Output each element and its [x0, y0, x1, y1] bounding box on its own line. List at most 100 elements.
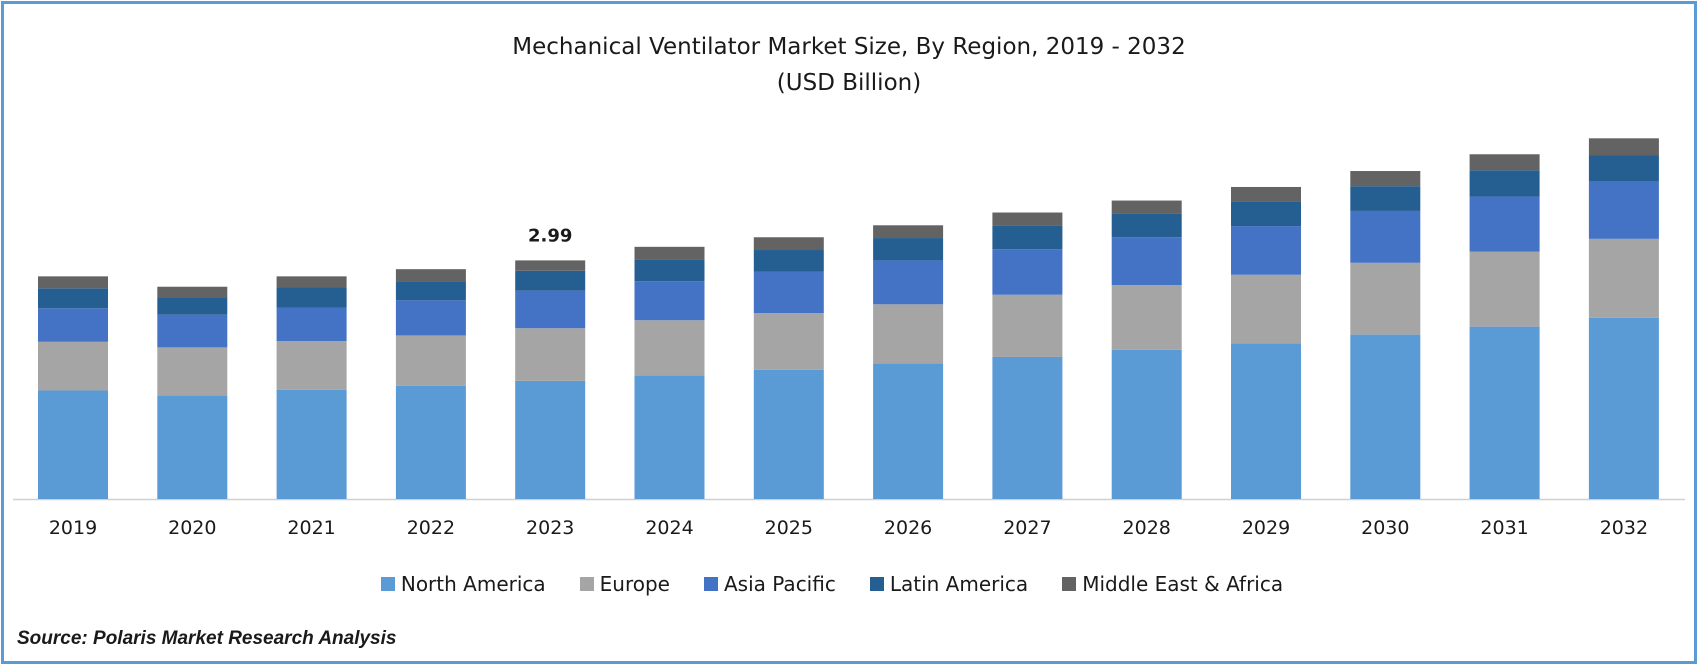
bar-europe-2019: [38, 341, 108, 391]
bar-latin-america-2024: [634, 259, 705, 282]
bar-north-america-2023: [515, 380, 586, 499]
bar-middle-east-africa-2024: [634, 246, 705, 260]
stacked-bar-chart: 2019 2020 2021 2022 2023 2.99 2024 2025 2026 2027…: [13, 138, 1685, 539]
bar-middle-east-africa-2022: [395, 269, 466, 282]
bar-north-america-2032: [1588, 317, 1659, 499]
x-tick-label: 2026: [884, 517, 932, 539]
bar-europe-2032: [1588, 238, 1659, 318]
legend-swatch: [579, 577, 594, 591]
x-tick-label: 2021: [287, 517, 335, 539]
bar-north-america-2021: [276, 389, 347, 499]
bar-latin-america-2021: [276, 287, 347, 308]
x-tick-label: 2025: [765, 517, 813, 539]
legend-label: Europe: [599, 572, 670, 596]
bar-middle-east-africa-2029: [1231, 186, 1301, 202]
bar-latin-america-2032: [1588, 155, 1659, 182]
bar-europe-2025: [753, 313, 824, 370]
x-tick-label: 2030: [1361, 517, 1409, 539]
bar-europe-2030: [1350, 262, 1421, 335]
source-note: Source: Polaris Market Research Analysis: [17, 628, 397, 649]
legend-item: North America: [380, 572, 546, 596]
x-tick-label: 2023: [526, 517, 574, 539]
bar-asia-pacific-2019: [38, 308, 108, 342]
legend-item: Europe: [579, 572, 670, 596]
bar-north-america-2028: [1111, 349, 1182, 499]
x-tick-label: 2024: [645, 517, 693, 539]
legend-label: Latin America: [889, 572, 1029, 596]
bar-middle-east-africa-2021: [276, 276, 347, 288]
bar-asia-pacific-2032: [1588, 181, 1659, 239]
chart-subtitle: (USD Billion): [776, 70, 922, 96]
x-tick-label: 2020: [168, 517, 216, 539]
bar-latin-america-2022: [395, 281, 466, 301]
bar-north-america-2027: [992, 356, 1063, 499]
legend-swatch: [1062, 577, 1077, 591]
bar-middle-east-africa-2019: [38, 276, 108, 289]
bar-middle-east-africa-2032: [1588, 138, 1659, 156]
bar-middle-east-africa-2031: [1469, 154, 1540, 171]
bar-asia-pacific-2029: [1231, 226, 1301, 275]
bar-latin-america-2029: [1231, 201, 1301, 227]
bar-europe-2028: [1111, 285, 1182, 350]
x-tick-label: 2022: [407, 517, 455, 539]
x-tick-label: 2032: [1600, 517, 1648, 539]
legend-label: North America: [400, 572, 546, 596]
bar-latin-america-2026: [873, 238, 944, 261]
legend-label: Asia Pacific: [724, 572, 836, 596]
bar-europe-2021: [276, 340, 347, 390]
x-tick-label: 2028: [1123, 517, 1171, 539]
legend-swatch: [704, 577, 718, 591]
bar-north-america-2022: [395, 385, 466, 499]
bar-europe-2029: [1231, 274, 1301, 344]
bar-north-america-2024: [634, 375, 705, 499]
bar-north-america-2019: [38, 390, 108, 499]
bar-asia-pacific-2030: [1350, 210, 1421, 263]
bar-asia-pacific-2022: [395, 300, 466, 336]
x-tick-label: 2031: [1480, 517, 1528, 539]
bar-middle-east-africa-2028: [1111, 200, 1182, 214]
bar-asia-pacific-2020: [157, 314, 228, 348]
bar-middle-east-africa-2026: [873, 225, 944, 239]
bar-europe-2020: [157, 347, 228, 396]
bar-asia-pacific-2025: [753, 271, 824, 314]
bar-asia-pacific-2026: [873, 260, 944, 305]
bar-middle-east-africa-2023: [515, 260, 586, 271]
bar-latin-america-2028: [1111, 213, 1182, 238]
bar-asia-pacific-2023: [515, 290, 586, 329]
bar-north-america-2030: [1350, 334, 1421, 499]
bar-middle-east-africa-2020: [157, 286, 228, 298]
bar-europe-2023: [515, 328, 586, 381]
bar-europe-2024: [634, 320, 705, 376]
bar-europe-2027: [992, 294, 1063, 357]
bar-europe-2026: [873, 304, 944, 364]
legend-item: Middle East & Africa: [1062, 572, 1283, 596]
bar-asia-pacific-2031: [1469, 196, 1540, 252]
bar-middle-east-africa-2030: [1350, 171, 1421, 187]
legend-item: Latin America: [869, 572, 1029, 596]
bar-latin-america-2031: [1469, 170, 1540, 197]
legend-swatch: [869, 577, 884, 591]
bar-north-america-2026: [873, 363, 944, 499]
bar-asia-pacific-2024: [634, 281, 705, 321]
bar-latin-america-2020: [157, 297, 228, 315]
bar-north-america-2031: [1469, 326, 1540, 499]
legend-item: Asia Pacific: [704, 572, 836, 596]
legend-swatch: [380, 577, 395, 591]
bar-asia-pacific-2021: [276, 307, 347, 341]
legend-label: Middle East & Africa: [1082, 572, 1284, 596]
bar-latin-america-2023: [515, 270, 586, 291]
bar-middle-east-africa-2027: [992, 212, 1063, 226]
bar-middle-east-africa-2025: [753, 237, 824, 251]
x-tick-label: 2019: [49, 517, 97, 539]
bar-north-america-2029: [1231, 343, 1301, 499]
bar-asia-pacific-2027: [992, 249, 1063, 295]
bar-europe-2031: [1469, 251, 1540, 327]
x-tick-label: 2029: [1242, 517, 1290, 539]
bar-asia-pacific-2028: [1111, 237, 1182, 286]
bar-latin-america-2030: [1350, 186, 1421, 211]
chart-legend: North America Europe Asia Pacific Latin Ame…: [0, 572, 1698, 596]
chart-title: Mechanical Ventilator Market Size, By Re…: [512, 34, 1186, 60]
bar-north-america-2025: [753, 369, 824, 499]
bar-latin-america-2019: [38, 288, 108, 309]
bar-latin-america-2027: [992, 225, 1063, 250]
